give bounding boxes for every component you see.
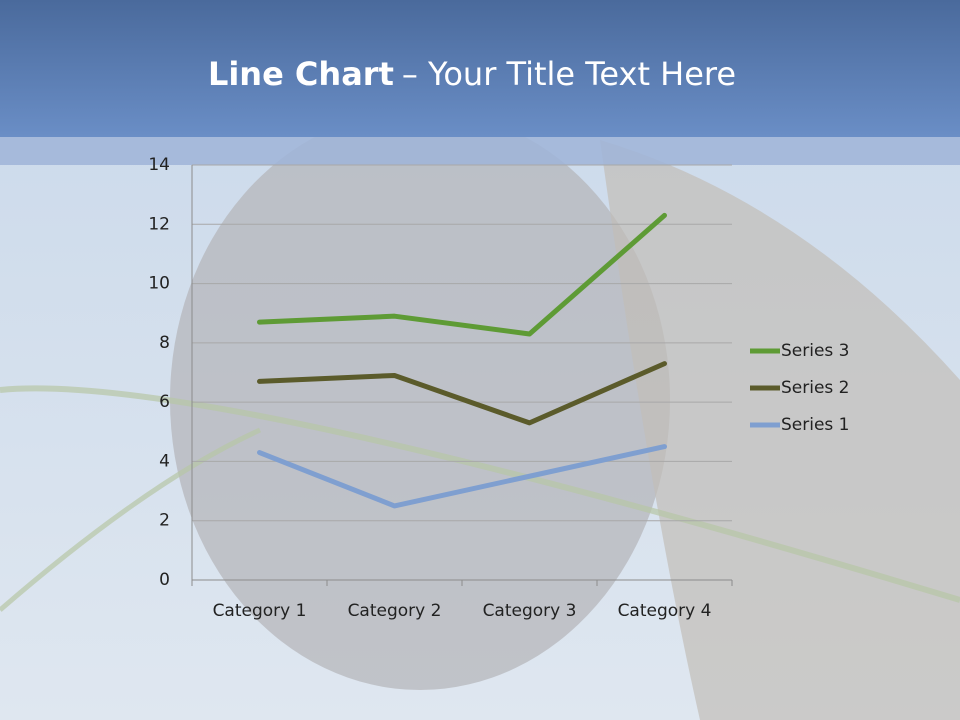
y-tick-label: 6 — [159, 392, 170, 412]
x-tick-label: Category 1 — [213, 601, 307, 621]
x-tick-label: Category 3 — [483, 601, 577, 621]
photo-shape — [170, 110, 670, 690]
legend-label: Series 2 — [781, 378, 850, 398]
series-line — [257, 361, 667, 426]
y-tick-label: 14 — [148, 155, 170, 175]
chart-title: Line Chart – Your Title Text Here — [208, 55, 736, 93]
x-tick-label: Category 4 — [618, 601, 712, 621]
y-tick-label: 8 — [159, 333, 170, 353]
header-strip — [0, 137, 960, 165]
series-line — [257, 444, 667, 509]
series-line — [257, 212, 667, 337]
header-band — [0, 0, 960, 137]
legend-label: Series 3 — [781, 341, 850, 361]
y-tick-label: 4 — [159, 451, 170, 471]
grass — [0, 385, 960, 603]
title-rest: – Your Title Text Here — [402, 55, 736, 93]
legend-label: Series 1 — [781, 415, 850, 435]
plot: 0 2 4 6 8 10 12 14 Category 1 Category 2 Category … — [148, 155, 849, 621]
y-tick-label: 2 — [159, 511, 170, 531]
y-tick-label: 10 — [148, 274, 170, 294]
x-tick-label: Category 2 — [348, 601, 442, 621]
title-bold: Line Chart — [208, 55, 394, 93]
y-tick-label: 12 — [148, 214, 170, 234]
y-tick-label: 0 — [159, 570, 170, 590]
grass — [0, 427, 262, 612]
